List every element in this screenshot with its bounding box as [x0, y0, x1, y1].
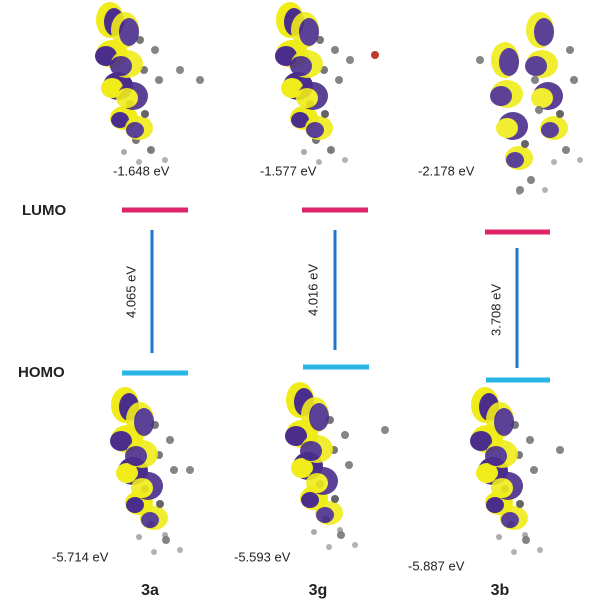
compound-name: 3a: [141, 582, 159, 599]
homo-orbital-3b: [470, 387, 564, 555]
lumo-label: LUMO: [22, 202, 66, 219]
gap-label: 4.016 eV: [305, 264, 320, 316]
homo-energy: -5.887 eV: [408, 558, 465, 573]
gap-label: 4.065 eV: [123, 266, 138, 318]
gap-label: 3.708 eV: [488, 284, 503, 336]
lumo-energy: -1.648 eV: [113, 163, 170, 178]
homo-energy: -5.714 eV: [52, 549, 109, 564]
lumo-orbital-3g: [275, 2, 379, 165]
homo-orbital-3g: [285, 382, 389, 550]
homo-energy: -5.593 eV: [234, 549, 291, 564]
lumo-orbital-3b: [476, 12, 583, 195]
homo-label: HOMO: [18, 364, 65, 381]
compound-name: 3b: [491, 582, 510, 599]
compound-name: 3g: [309, 582, 328, 599]
level-bars: [122, 207, 550, 383]
homo-orbital-3a: [110, 387, 194, 555]
lumo-energy: -2.178 eV: [418, 163, 475, 178]
lumo-energy: -1.577 eV: [260, 163, 317, 178]
lumo-orbital-3a: [95, 2, 204, 165]
